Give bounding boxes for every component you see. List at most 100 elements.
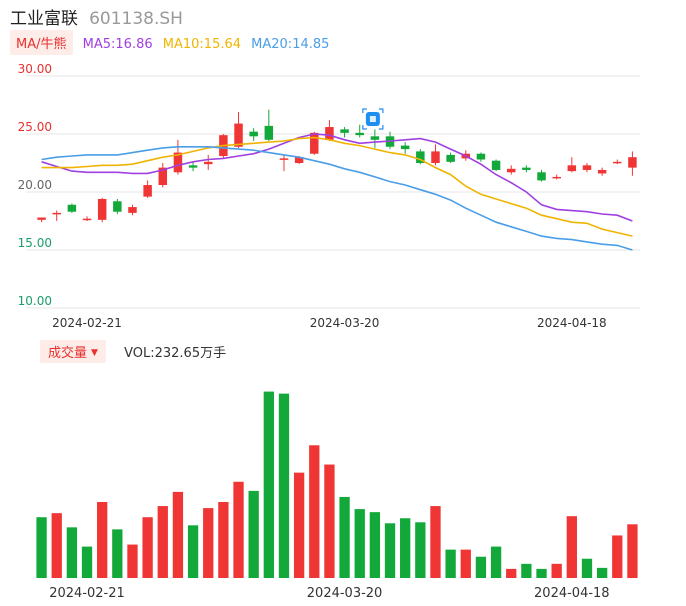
candle-body xyxy=(249,131,258,137)
volume-bar xyxy=(51,513,62,578)
volume-bar xyxy=(415,522,426,578)
ma-line-ma10 xyxy=(41,136,633,237)
candle-body xyxy=(522,167,531,170)
candle xyxy=(582,163,592,173)
volume-bar xyxy=(445,549,456,578)
price-tick-label: 25.00 xyxy=(18,120,52,134)
volume-bar xyxy=(324,464,335,578)
volume-bar xyxy=(233,481,244,578)
candle-body xyxy=(628,157,637,168)
candle xyxy=(431,144,440,166)
volume-bar xyxy=(536,568,547,578)
candle xyxy=(97,197,107,223)
volume-bar xyxy=(521,563,532,578)
volume-bar xyxy=(627,524,638,578)
candle-body xyxy=(567,165,577,172)
volume-bar xyxy=(142,517,153,578)
candle-body xyxy=(613,161,622,164)
volume-bar xyxy=(430,506,441,578)
price-tick-label: 30.00 xyxy=(18,62,52,76)
candle-body xyxy=(294,157,304,163)
ma-line-ma5 xyxy=(41,133,633,222)
volume-value: VOL:232.65万手 xyxy=(124,346,227,361)
ma-indicator-selector[interactable]: MA/牛熊 xyxy=(10,30,73,55)
candle-body xyxy=(264,125,274,140)
volume-bar xyxy=(506,568,517,578)
volume-legend: 成交量 ▼ VOL:232.65万手 xyxy=(40,340,227,363)
candle xyxy=(537,169,546,182)
candle-body xyxy=(310,132,319,154)
candle-body xyxy=(506,168,516,173)
candle-body xyxy=(234,123,243,147)
candle xyxy=(67,203,77,213)
candle xyxy=(113,198,122,215)
volume-bar xyxy=(566,516,577,578)
candle-body xyxy=(597,169,607,174)
candle xyxy=(52,210,61,221)
candle xyxy=(249,128,258,141)
candle xyxy=(310,131,319,155)
ma-line-ma20 xyxy=(41,146,633,251)
volume-bar xyxy=(248,490,259,578)
candle-body xyxy=(552,176,561,179)
volume-date-label: 2024-03-20 xyxy=(307,586,383,601)
badge-frame xyxy=(362,108,384,130)
badge-glyph xyxy=(369,116,376,122)
candle xyxy=(37,217,46,223)
volume-bar xyxy=(596,567,608,578)
price-tick-label: 10.00 xyxy=(18,294,52,308)
candle-body xyxy=(476,153,486,160)
candle-body xyxy=(188,165,198,168)
volume-bar xyxy=(157,506,168,578)
candle-body xyxy=(370,136,380,140)
candle-body xyxy=(113,201,122,212)
volume-bar xyxy=(309,445,320,578)
candle-body xyxy=(67,204,77,212)
price-date-label: 2024-04-18 xyxy=(537,316,607,330)
volume-bar xyxy=(187,525,199,578)
candle xyxy=(234,111,243,148)
stock-code: 601138.SH xyxy=(89,9,183,29)
volume-bar xyxy=(475,556,487,578)
candle-body xyxy=(97,198,107,220)
volume-bar xyxy=(36,517,47,578)
candle-body xyxy=(491,160,501,170)
title-bar: 工业富联 601138.SH xyxy=(10,4,183,29)
candle xyxy=(143,180,152,198)
candle xyxy=(506,165,516,175)
candle-body xyxy=(82,218,92,221)
volume-date-label: 2024-02-21 xyxy=(49,586,125,601)
volume-bar xyxy=(66,527,78,578)
volume-bar xyxy=(263,391,274,578)
candle xyxy=(173,139,183,175)
candle-body xyxy=(400,145,410,150)
price-tick-label: 15.00 xyxy=(18,236,52,250)
candle-body xyxy=(37,217,46,220)
candle xyxy=(613,159,622,165)
stock-name: 工业富联 xyxy=(10,9,78,29)
candle xyxy=(355,124,364,138)
volume-bar xyxy=(369,512,381,578)
volume-bar xyxy=(203,508,214,578)
candle-body xyxy=(431,151,440,163)
candle-body xyxy=(128,207,137,213)
candle xyxy=(370,129,380,148)
candle-body xyxy=(355,132,364,136)
candle-body xyxy=(143,185,152,197)
candle xyxy=(628,151,637,176)
volume-bar xyxy=(354,509,365,578)
candle xyxy=(340,127,349,138)
volume-bar xyxy=(384,523,396,578)
volume-indicator-selector[interactable]: 成交量 ▼ xyxy=(40,340,106,363)
candle xyxy=(567,157,577,173)
candle-body xyxy=(446,154,455,162)
candle-body xyxy=(416,151,425,163)
volume-date-label: 2024-04-18 xyxy=(534,586,610,601)
ma-legend: MA/牛熊 MA5:16.86 MA10:15.64 MA20:14.85 xyxy=(10,30,329,55)
stock-badge-icon xyxy=(362,108,384,130)
candle-body xyxy=(52,212,61,215)
volume-bar xyxy=(293,472,305,578)
candle xyxy=(400,142,410,154)
candle xyxy=(552,174,561,180)
